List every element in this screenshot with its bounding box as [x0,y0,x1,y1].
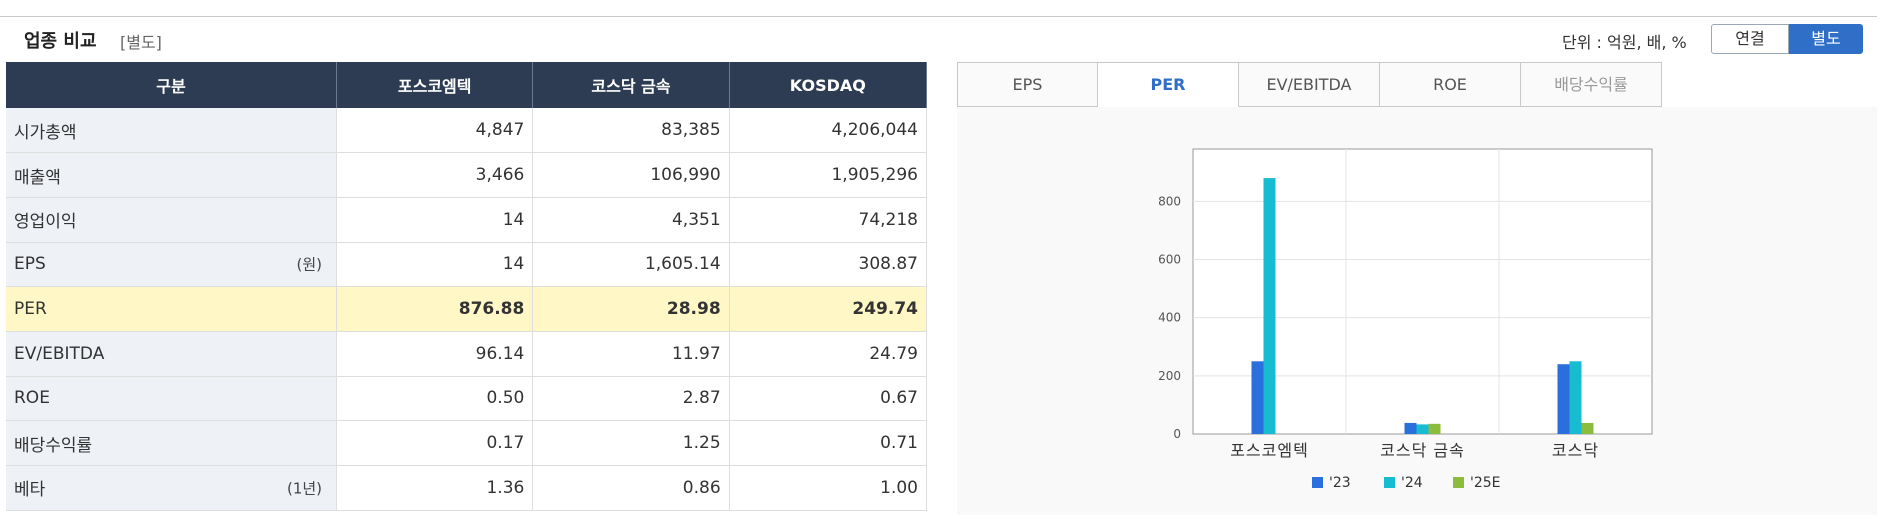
table-cell: 876.88 [336,286,534,332]
bar [1569,361,1582,434]
table-cell: 106,990 [532,152,730,198]
table-cell: 308.87 [729,242,928,288]
table-cell: 96.14 [336,331,534,377]
table-row: PER 876.88 28.98 249.74 [6,286,928,332]
tab-ev-ebitda[interactable]: EV/EBITDA [1239,62,1380,107]
table-row: 영업이익 14 4,351 74,218 [6,197,928,243]
tab--[interactable]: 배당수익률 [1521,62,1662,107]
row-label: 영업이익 [6,197,338,243]
row-label: EV/EBITDA [6,331,338,377]
table-cell: 1,905,296 [729,152,928,198]
y-tick-label: 800 [1158,194,1181,208]
table-row: 매출액 3,466 106,990 1,905,296 [6,152,928,198]
legend-swatch [1384,477,1395,488]
table-cell: 1.36 [336,465,534,511]
row-label-text: EV/EBITDA [14,343,105,364]
y-tick-label: 0 [1173,427,1181,441]
unit-note: 단위 : 억원, 배, % [1562,33,1687,52]
table-row: 베타 (1년) 1.36 0.86 1.00 [6,465,928,511]
table-row: EPS (원) 14 1,605.14 308.87 [6,242,928,288]
table-row: 시가총액 4,847 83,385 4,206,044 [6,108,928,154]
table-row: 배당수익률 0.17 1.25 0.71 [6,420,928,466]
row-label-text: 매출액 [14,167,61,188]
x-tick-label: 코스닥 금속 [1380,441,1465,460]
section-header: 업종 비교 [별도] 단위 : 억원, 배, % 연결 별도 [0,16,1877,62]
legend-swatch [1453,477,1464,488]
table-cell: 4,351 [532,197,730,243]
table-header-row: 구분 포스코엠텍 코스닥 금속 KOSDAQ [6,62,928,108]
table-cell: 1.00 [729,465,928,511]
tab-eps[interactable]: EPS [957,62,1098,107]
bar-chart: 0 200 400 600 800 포스코엠텍 코스닥 금속 코스닥 '23 '24 '25E [1158,148,1653,491]
bar [1581,422,1594,434]
table-cell: 11.97 [532,331,730,377]
row-label-text: 영업이익 [14,212,77,233]
table-cell: 0.71 [729,420,928,466]
row-label: 베타 (1년) [6,465,338,511]
separate-toggle[interactable]: 별도 [1789,24,1863,54]
chart-area: 0 200 400 600 800 포스코엠텍 코스닥 금속 코스닥 '23 '24 '25E [957,107,1877,515]
metric-tabs: EPS PER EV/EBITDA ROE 배당수익률 [957,62,1662,107]
table-cell: 0.67 [729,376,928,422]
table-cell: 1,605.14 [532,242,730,288]
bar [1251,361,1264,434]
x-tick-label: 포스코엠텍 [1230,441,1309,460]
comparison-table: 구분 포스코엠텍 코스닥 금속 KOSDAQ 시가총액 4,847 83,385 4,… [6,62,928,511]
row-label-text: ROE [14,388,50,409]
legend-label: '23 [1329,475,1351,491]
table-cell: 0.17 [336,420,534,466]
tab-per[interactable]: PER [1098,62,1239,107]
bar [1557,364,1570,434]
bar [1416,424,1429,434]
row-label: 배당수익률 [6,420,338,466]
row-label: ROE [6,376,338,422]
column-header: KOSDAQ [729,62,928,108]
table-cell: 249.74 [729,286,928,332]
table-cell: 24.79 [729,331,928,377]
row-label-text: 시가총액 [14,122,77,143]
column-header: 코스닥 금속 [532,62,730,108]
table-cell: 74,218 [729,197,928,243]
table-cell: 2.87 [532,376,730,422]
row-label-text: 베타 [14,480,46,501]
row-label: 시가총액 [6,108,338,154]
row-unit: (원) [296,255,323,274]
table-cell: 0.86 [532,465,730,511]
table-cell: 3,466 [336,152,534,198]
table-cell: 28.98 [532,286,730,332]
table-cell: 83,385 [532,108,730,154]
row-label: PER [6,286,338,332]
row-label-text: PER [14,299,47,320]
y-tick-label: 200 [1158,369,1181,383]
row-unit: (1년) [286,479,323,498]
legend-swatch [1312,477,1323,488]
consolidated-toggle[interactable]: 연결 [1711,24,1789,54]
table-cell: 14 [336,197,534,243]
bar [1263,178,1276,434]
column-header: 구분 [6,62,338,108]
section-title: 업종 비교 [24,31,97,52]
row-label: EPS (원) [6,242,338,288]
tab-roe[interactable]: ROE [1380,62,1521,107]
row-label-text: EPS [14,254,46,275]
row-label: 매출액 [6,152,338,198]
row-label-text: 배당수익률 [14,435,93,456]
table-cell: 0.50 [336,376,534,422]
y-tick-label: 400 [1158,311,1181,325]
legend-label: '25E [1470,475,1501,491]
column-header: 포스코엠텍 [336,62,534,108]
bar [1404,422,1417,434]
legend-label: '24 [1401,475,1423,491]
table-cell: 4,847 [336,108,534,154]
x-tick-label: 코스닥 [1552,441,1599,460]
bar [1428,423,1441,434]
y-tick-label: 600 [1158,253,1181,267]
section-subtitle: [별도] [120,33,162,52]
table-row: ROE 0.50 2.87 0.67 [6,376,928,422]
table-cell: 1.25 [532,420,730,466]
table-row: EV/EBITDA 96.14 11.97 24.79 [6,331,928,377]
table-cell: 4,206,044 [729,108,928,154]
table-cell: 14 [336,242,534,288]
